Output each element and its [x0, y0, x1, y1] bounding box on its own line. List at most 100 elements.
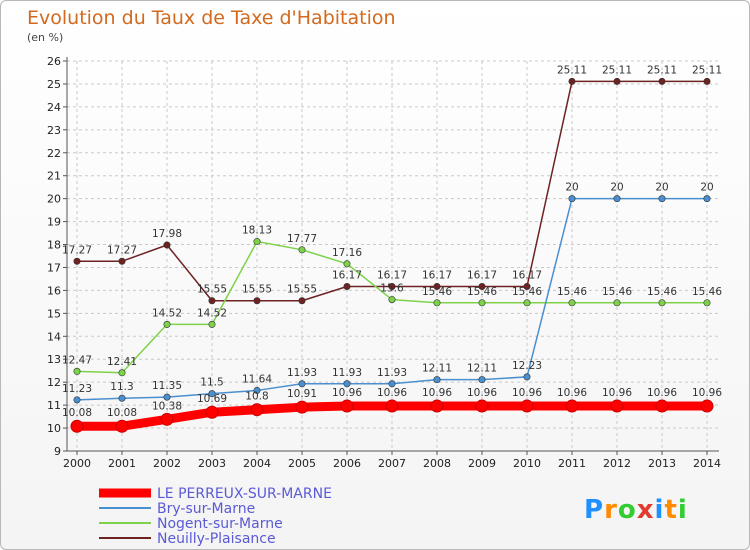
- series-0-point-2002: [160, 412, 174, 426]
- series-1-point-2006: [343, 380, 351, 388]
- series-0-label-2014: 10.96: [692, 387, 722, 399]
- series-2-point-2006: [343, 260, 351, 268]
- legend: LE PERREUX-SUR-MARNEBry-sur-MarneNogent-…: [99, 486, 332, 547]
- y-tick-label-23: 23: [47, 124, 61, 137]
- series-1-point-2012: [613, 195, 621, 203]
- x-tick-label-2003: 2003: [198, 457, 226, 470]
- series-3-point-2009: [478, 283, 486, 291]
- logo-letter: r: [604, 495, 618, 525]
- legend-label-1: Bry-sur-Marne: [157, 501, 255, 517]
- y-tick-label-18: 18: [47, 239, 61, 252]
- series-0-point-2009: [475, 399, 489, 413]
- series-0-label-2008: 10.96: [422, 387, 452, 399]
- y-tick-label-11: 11: [47, 399, 61, 412]
- y-tick-label-24: 24: [47, 101, 61, 114]
- series-0-label-2009: 10.96: [467, 387, 497, 399]
- series-0-point-2013: [655, 399, 669, 413]
- series-1-point-2010: [523, 373, 531, 381]
- series-1-label-2006: 11.93: [332, 367, 362, 379]
- series-2-point-2003: [208, 320, 216, 328]
- series-3-label-2006: 16.17: [332, 270, 362, 282]
- axes: 9 10 11 12 13 14 15 16 17 18 19 20 21 22 23 24 25 26 2000 2…: [47, 55, 721, 470]
- series-2-point-2005: [298, 246, 306, 254]
- x-tick-label-2011: 2011: [558, 457, 586, 470]
- series-0-label-2006: 10.96: [332, 387, 362, 399]
- series-0-label-2003: 10.69: [197, 393, 227, 405]
- logo-letter: i: [678, 495, 688, 525]
- series-1-point-2014: [703, 195, 711, 203]
- series-2-label-2009: 15.46: [467, 286, 497, 298]
- y-tick-label-26: 26: [47, 55, 61, 68]
- series-2-point-2012: [613, 299, 621, 307]
- series-2-point-2002: [163, 320, 171, 328]
- series-0-label-2000: 10.08: [62, 407, 92, 419]
- y-tick-label-20: 20: [47, 193, 61, 206]
- logo-letter: t: [664, 495, 677, 525]
- legend-label-3: Neuilly-Plaisance: [157, 531, 276, 547]
- series-2-label-2012: 15.46: [602, 286, 632, 298]
- series-3-label-2010: 16.17: [512, 270, 542, 282]
- y-tick-label-21: 21: [47, 170, 61, 183]
- series-2-point-2010: [523, 299, 531, 307]
- logo-letter: o: [618, 495, 637, 525]
- series-0-label-2010: 10.96: [512, 387, 542, 399]
- y-tick-label-10: 10: [47, 422, 61, 435]
- grid: [67, 60, 719, 452]
- series-3-label-2002: 17.98: [152, 228, 182, 240]
- series-lines: [70, 77, 714, 433]
- x-tick-label-2008: 2008: [423, 457, 451, 470]
- series-1-label-2007: 11.93: [377, 367, 407, 379]
- series-2-point-2004: [253, 238, 261, 246]
- x-tick-label-2009: 2009: [468, 457, 496, 470]
- series-1-label-2013: 20: [655, 182, 668, 194]
- series-3-point-2002: [163, 241, 171, 249]
- x-tick-label-2013: 2013: [648, 457, 676, 470]
- x-tick-label-2014: 2014: [693, 457, 721, 470]
- series-2-point-2009: [478, 299, 486, 307]
- series-3-point-2012: [613, 77, 621, 85]
- series-3-label-2008: 16.17: [422, 270, 452, 282]
- series-0-label-2012: 10.96: [602, 387, 632, 399]
- y-tick-label-9: 9: [54, 445, 61, 458]
- series-3-point-2000: [73, 257, 81, 265]
- series-1-point-2009: [478, 376, 486, 384]
- x-tick-label-2005: 2005: [288, 457, 316, 470]
- series-1-point-2000: [73, 396, 81, 404]
- series-3-label-2007: 16.17: [377, 270, 407, 282]
- series-1-point-2001: [118, 394, 126, 402]
- series-3-label-2013: 25.11: [647, 64, 677, 76]
- series-3-point-2008: [433, 283, 441, 291]
- series-3-label-2004: 15.55: [242, 284, 272, 296]
- series-1-label-2000: 11.23: [62, 383, 92, 395]
- series-3-label-2014: 25.11: [692, 64, 722, 76]
- series-2-label-2014: 15.46: [692, 286, 722, 298]
- series-2-label-2005: 17.77: [287, 233, 317, 245]
- series-2-label-2002: 14.52: [152, 307, 182, 319]
- series-2-point-2007: [388, 296, 396, 304]
- series-2-label-2003: 14.52: [197, 307, 227, 319]
- series-0-point-2001: [115, 419, 129, 433]
- series-1-point-2002: [163, 393, 171, 401]
- series-1-label-2003: 11.5: [200, 377, 223, 389]
- series-0-point-2010: [520, 399, 534, 413]
- series-1-point-2011: [568, 195, 576, 203]
- series-0-label-2002: 10.38: [152, 400, 182, 412]
- series-3-label-2003: 15.55: [197, 284, 227, 296]
- series-1-label-2008: 12.11: [422, 363, 452, 375]
- series-2-label-2000: 12.47: [62, 354, 92, 366]
- series-2-label-2008: 15.46: [422, 286, 452, 298]
- series-2-label-2010: 15.46: [512, 286, 542, 298]
- y-tick-label-14: 14: [47, 330, 61, 343]
- series-3-label-2009: 16.17: [467, 270, 497, 282]
- y-tick-label-15: 15: [47, 307, 61, 320]
- series-0-point-2008: [430, 399, 444, 413]
- series-1-label-2010: 12.23: [512, 360, 542, 372]
- series-0-label-2001: 10.08: [107, 407, 137, 419]
- series-2-point-2008: [433, 299, 441, 307]
- series-3-label-2011: 25.11: [557, 64, 587, 76]
- y-tick-label-19: 19: [47, 216, 61, 229]
- series-1-label-2009: 12.11: [467, 363, 497, 375]
- series-1-label-2011: 20: [565, 182, 578, 194]
- y-tick-label-25: 25: [47, 78, 61, 91]
